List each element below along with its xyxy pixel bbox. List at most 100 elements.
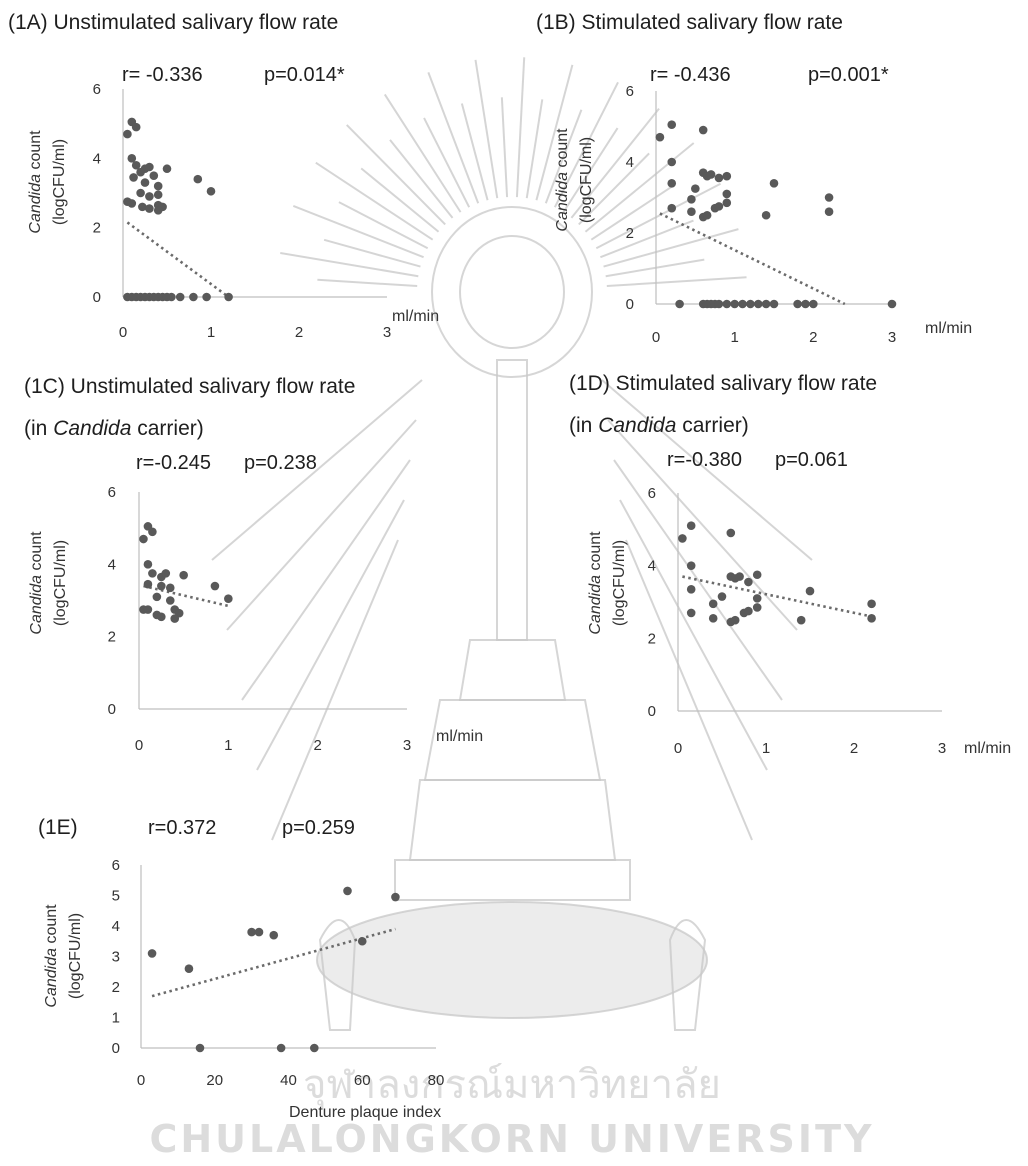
panel-1B-x-tick-label: 2 xyxy=(809,329,817,346)
panel-1C-data-point xyxy=(165,583,175,593)
svg-text:Candida count: Candida count xyxy=(554,128,571,232)
panel-1D-y-axis-label: Candida count (logCFU/ml) xyxy=(587,531,628,635)
panel-1B-data-point xyxy=(793,299,802,309)
panel-1C-data-point xyxy=(148,527,157,537)
panel-1A-data-point xyxy=(129,173,138,182)
panel-1E-ylabel-rest: count xyxy=(43,904,60,948)
watermark-ray xyxy=(423,117,471,208)
panel-1D-data-point xyxy=(752,603,762,612)
panel-1A-ylabel-line2: (logCFU/ml) xyxy=(51,139,68,225)
panel-1A-x-axis-label: ml/min xyxy=(392,308,439,325)
panel-1D-trendline xyxy=(682,575,872,618)
panel-1B-data-point xyxy=(687,194,696,204)
panel-1B-p-value: p=0.001* xyxy=(808,64,889,86)
watermark-ray xyxy=(544,109,583,204)
watermark-ray xyxy=(600,219,694,259)
panel-1D-data-point xyxy=(796,615,806,625)
panel-1B-data-point xyxy=(714,202,724,211)
watermark-ray xyxy=(603,228,739,268)
panel-1D-x-tick-label: 3 xyxy=(938,740,946,757)
panel-1E-x-tick-label: 40 xyxy=(280,1072,297,1089)
svg-text:Candida count: Candida count xyxy=(43,904,60,1008)
panel-1A-data-point xyxy=(153,190,163,200)
watermark-english-text: Chulalongkorn University xyxy=(149,1117,874,1161)
panel-1A-x-tick-label: 3 xyxy=(383,324,391,341)
panel-1E-y-tick-label: 5 xyxy=(112,888,120,905)
watermark-ray xyxy=(389,139,454,219)
panel-1D-data-point xyxy=(730,615,740,625)
panel-1E-y-tick-label: 2 xyxy=(112,979,120,996)
panel-1B-data-point xyxy=(738,299,747,309)
panel-1A-data-point xyxy=(138,202,147,212)
panel-1D-x-axis-label: ml/min xyxy=(964,740,1011,757)
panel-1A-data-point xyxy=(162,164,172,174)
panel-1E-data-point xyxy=(184,964,194,973)
panel-1E-trendline xyxy=(151,927,396,998)
watermark-ray xyxy=(613,459,783,701)
panel-1E-x-tick-label: 0 xyxy=(137,1072,145,1089)
panel-1D: (1D) Stimulated salivary flow rate (in C… xyxy=(569,372,1011,757)
panel-1E-data-point xyxy=(310,1043,319,1053)
panel-1D-data-point xyxy=(805,586,815,596)
panel-1D-y-tick-label: 4 xyxy=(648,558,656,575)
panel-1B-data-point xyxy=(667,203,677,213)
panel-1B-trendline xyxy=(659,212,846,306)
panel-1D-data-point xyxy=(686,584,696,594)
panel-1E-x-tick-label: 80 xyxy=(428,1072,445,1089)
watermark-ray xyxy=(625,539,753,841)
panel-1C-data-point xyxy=(179,570,188,580)
panel-1E-y-tick-label: 4 xyxy=(112,918,120,935)
panel-1D-subtitle: (in Candida carrier) xyxy=(569,414,749,437)
panel-1A-y-tick-label: 2 xyxy=(93,220,101,237)
panel-1B-data-point xyxy=(761,210,771,220)
watermark-ray xyxy=(578,152,650,226)
panel-1A-x-tick-label: 2 xyxy=(295,324,303,341)
panel-1B-data-point xyxy=(706,170,716,179)
panel-1D-data-point xyxy=(867,614,876,623)
panel-1D-y-tick-label: 2 xyxy=(648,630,656,647)
watermark-ray xyxy=(346,124,446,226)
panel-1B-title: (1B) Stimulated salivary flow rate xyxy=(536,11,843,34)
panel-1D-data-point xyxy=(686,561,696,570)
panel-1B-y-axis-label: Candida count (logCFU/ml) xyxy=(554,128,595,232)
panel-1C-r-value: r=-0.245 xyxy=(136,452,211,474)
panel-1D-y-tick-label: 0 xyxy=(648,703,656,720)
panel-1A-y-tick-label: 0 xyxy=(93,289,101,306)
panel-1C-plot: 0 2 4 6 0 1 2 3 ml/min xyxy=(108,484,483,754)
watermark-ray xyxy=(601,379,813,561)
watermark-ray xyxy=(595,182,722,250)
panel-1A-data-point xyxy=(131,160,141,170)
watermark-ray xyxy=(553,81,619,208)
panel-1A-data-point xyxy=(206,186,216,196)
watermark-ray xyxy=(474,59,499,199)
panel-1A-data-point xyxy=(153,181,163,191)
panel-1B-data-point xyxy=(753,299,763,309)
panel-1A-data-point xyxy=(127,199,137,208)
panel-1D-data-point xyxy=(686,608,696,618)
watermark-ray xyxy=(317,278,418,288)
panel-1D-data-point xyxy=(726,528,736,538)
panel-1E-y-axis-label: Candida count (logCFU/ml) xyxy=(43,904,84,1008)
panel-1E-data-point xyxy=(147,949,157,958)
watermark-ray xyxy=(271,539,399,841)
panel-1B-data-point xyxy=(667,179,677,188)
panel-1C-data-point xyxy=(224,594,233,603)
panel-1E-data-point xyxy=(195,1043,205,1053)
panel-1A-r-value: r= -0.336 xyxy=(122,64,203,86)
panel-1D-title: (1D) Stimulated salivary flow rate xyxy=(569,372,877,395)
watermark-ray xyxy=(584,142,695,233)
watermark-ray xyxy=(338,201,429,250)
panel-1C-x-tick-label: 3 xyxy=(403,737,411,754)
panel-1C-ylabel-rest: count xyxy=(28,531,45,575)
panel-1A-data-point xyxy=(140,178,150,187)
panel-1E-x-axis-label: Denture plaque index xyxy=(289,1104,441,1121)
panel-1B-x-tick-label: 3 xyxy=(888,329,896,346)
panel-1E-ylabel-italic: Candida xyxy=(43,948,60,1008)
panel-1D-ylabel-line2: (logCFU/ml) xyxy=(611,540,628,626)
panel-1D-data-point xyxy=(708,599,718,609)
panel-1E-x-tick-label: 20 xyxy=(206,1072,223,1089)
panel-1C-subtitle-prefix: (in xyxy=(24,417,53,440)
panel-1C-trendline xyxy=(143,584,229,608)
panel-1A-p-value: p=0.014* xyxy=(264,64,345,86)
watermark-ray xyxy=(256,499,405,771)
